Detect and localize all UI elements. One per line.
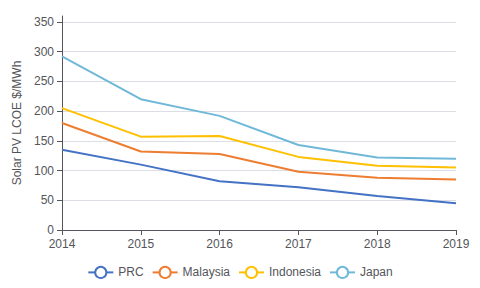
svg-text:250: 250 [34, 74, 54, 88]
svg-text:2014: 2014 [49, 237, 76, 251]
svg-text:PRC: PRC [118, 265, 144, 279]
svg-text:2017: 2017 [285, 237, 312, 251]
svg-text:0: 0 [47, 223, 54, 237]
svg-text:2019: 2019 [443, 237, 470, 251]
svg-text:2018: 2018 [364, 237, 391, 251]
svg-text:300: 300 [34, 45, 54, 59]
svg-text:150: 150 [34, 134, 54, 148]
svg-text:200: 200 [34, 104, 54, 118]
svg-text:50: 50 [41, 193, 55, 207]
svg-text:Japan: Japan [360, 265, 393, 279]
svg-text:2015: 2015 [127, 237, 154, 251]
svg-text:Solar PV LCOE $/MWh: Solar PV LCOE $/MWh [10, 61, 24, 186]
svg-text:Indonesia: Indonesia [269, 265, 321, 279]
svg-text:Malaysia: Malaysia [183, 265, 231, 279]
svg-text:2016: 2016 [206, 237, 233, 251]
svg-text:100: 100 [34, 164, 54, 178]
svg-text:350: 350 [34, 15, 54, 29]
